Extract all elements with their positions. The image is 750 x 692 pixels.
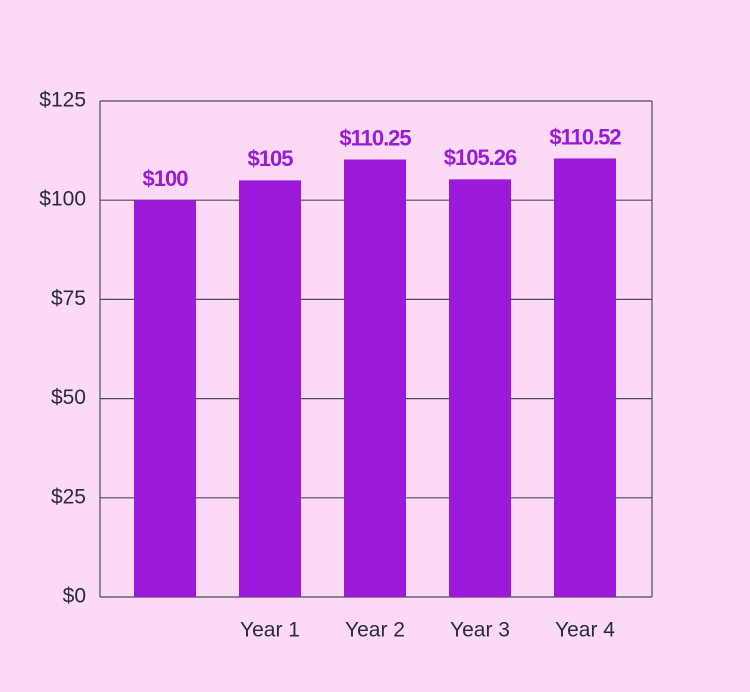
value-label: $100 xyxy=(143,166,189,191)
bar xyxy=(239,180,301,598)
y-tick-label: $25 xyxy=(51,485,86,508)
x-tick-label: Year 3 xyxy=(450,619,510,642)
bar xyxy=(449,179,511,598)
x-tick-label: Year 2 xyxy=(345,619,405,642)
x-tick-label: Year 1 xyxy=(240,619,300,642)
y-tick-label: $75 xyxy=(51,287,86,310)
value-label: $110.52 xyxy=(549,124,621,149)
value-label: $105.26 xyxy=(444,145,517,170)
y-tick-label: $100 xyxy=(39,188,86,211)
y-tick-label: $125 xyxy=(39,89,86,112)
bar xyxy=(134,200,196,597)
bar xyxy=(344,159,406,597)
value-label: $105 xyxy=(248,146,294,171)
value-label: $110.25 xyxy=(339,125,411,150)
x-tick-label: Year 4 xyxy=(555,619,615,642)
y-tick-label: $0 xyxy=(63,585,86,608)
bar xyxy=(554,158,616,597)
y-tick-label: $50 xyxy=(51,386,86,409)
